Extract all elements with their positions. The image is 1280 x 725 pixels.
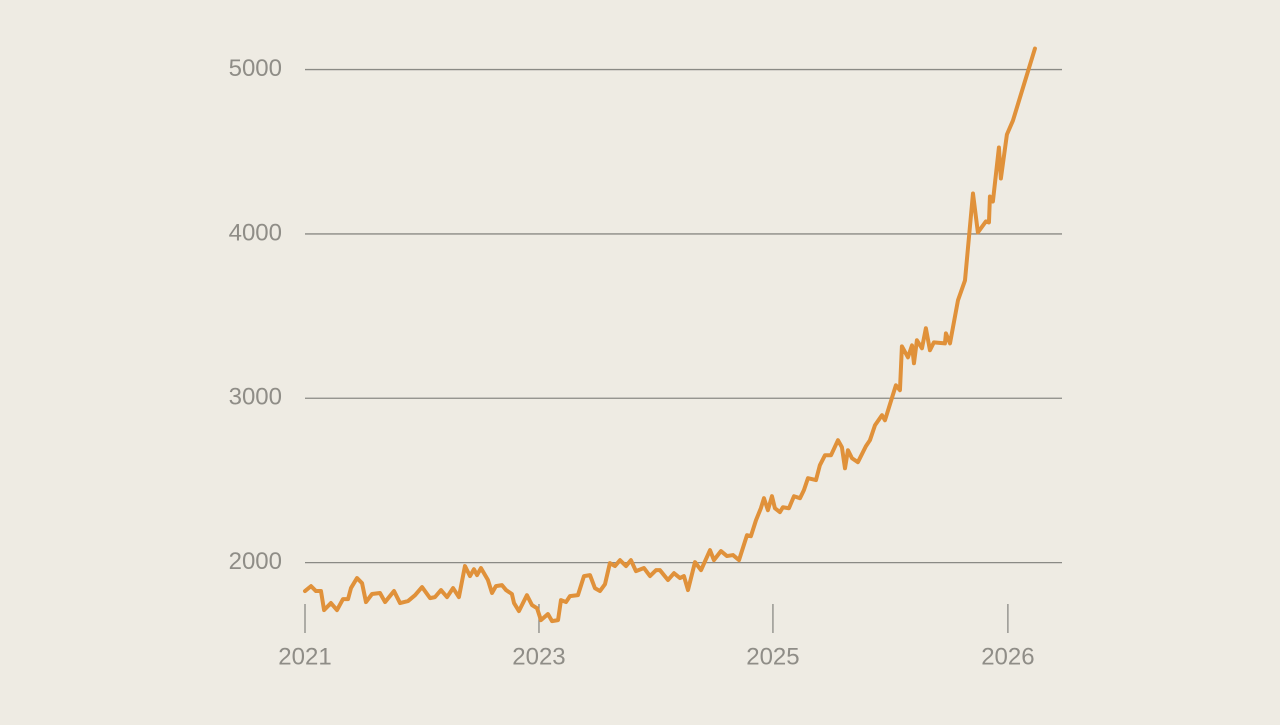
y-tick-label: 3000 — [229, 384, 282, 411]
x-tick-label: 2026 — [981, 643, 1034, 670]
x-tick-label: 2025 — [746, 643, 799, 670]
y-tick-label: 5000 — [229, 55, 282, 82]
x-tick-label: 2021 — [278, 643, 331, 670]
data-line — [303, 46, 1037, 624]
y-tick-label: 4000 — [229, 219, 282, 246]
y-tick-label: 2000 — [229, 548, 282, 575]
x-tick-label: 2023 — [512, 643, 565, 670]
